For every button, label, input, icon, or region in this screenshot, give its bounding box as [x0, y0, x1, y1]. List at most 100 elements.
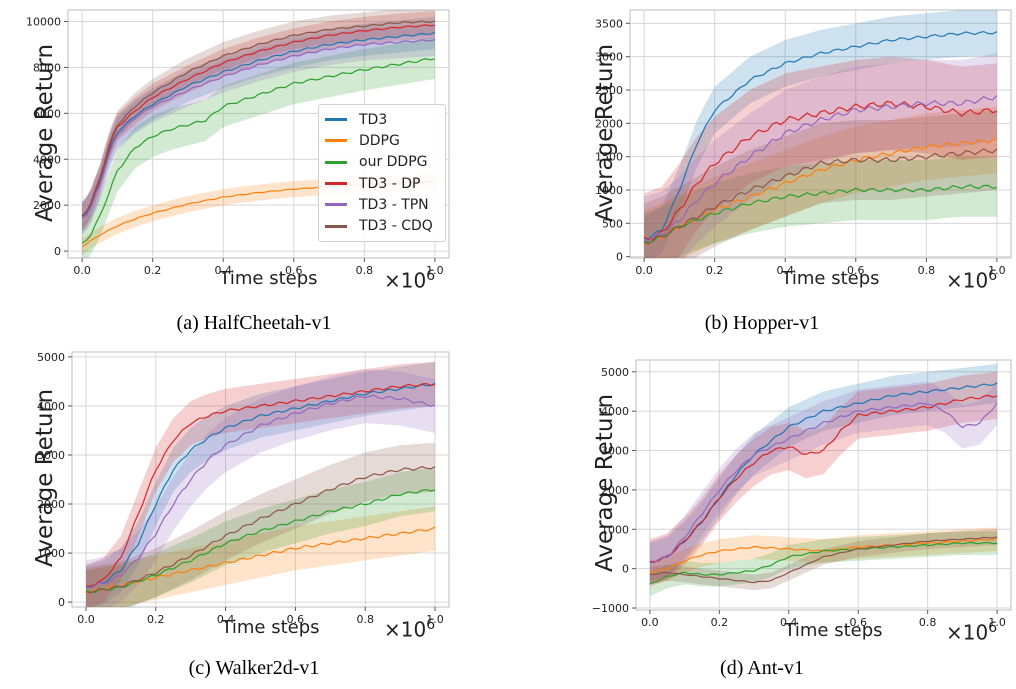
legend-item-td3-cdq: TD3 - CDQ — [325, 215, 437, 236]
legend-label: TD3 - TPN — [359, 196, 429, 213]
x-tick-label: 0.4 — [217, 613, 235, 626]
line-td3 — [85, 382, 436, 589]
x-tick-label: 0.4 — [776, 264, 794, 277]
x-tick-label: 0.8 — [919, 616, 937, 629]
y-tick-label: 2000 — [595, 117, 623, 130]
tick-labels: 0.0 0.2 0.4 0.6 0.8 1.0 0 1000 2000 3000 4000 5000 — [37, 351, 444, 626]
plot-area — [71, 351, 450, 608]
gridlines — [636, 360, 1011, 610]
band-our-ddpg — [644, 156, 997, 258]
legend-item-td3-tpn: TD3 - TPN — [325, 194, 437, 215]
y-tick-label: 2000 — [37, 498, 65, 511]
line-td3 — [643, 30, 998, 241]
legend-label: TD3 - DP — [359, 175, 421, 192]
y-tick-label: −1000 — [592, 602, 629, 615]
y-tick-label: 6000 — [33, 107, 61, 120]
legend-item-our-ddpg: our DDPG — [325, 152, 437, 173]
band-td3-dp — [82, 11, 435, 231]
panel-caption: (c) Walker2d-v1 — [188, 657, 320, 679]
line-td3-dp — [81, 24, 435, 217]
y-tick-label: 0 — [58, 596, 65, 609]
y-tick-label: 1000 — [601, 523, 629, 536]
y-tick-label: 8000 — [33, 61, 61, 74]
x-tick-label: 0.4 — [214, 264, 232, 277]
x-scale-base: ×10 — [384, 268, 427, 293]
band-our-ddpg — [649, 531, 998, 597]
band-ddpg — [644, 106, 997, 258]
x-scale-base: ×10 — [946, 620, 989, 645]
x-tick-label: 0.6 — [849, 616, 867, 629]
line-td3-cdq — [81, 20, 436, 217]
y-tick-label: 4000 — [601, 405, 629, 418]
y-tick-label: 2000 — [33, 199, 61, 212]
y-tick-label: 3000 — [595, 51, 623, 64]
band-td3-tpn — [86, 369, 435, 607]
ant-chart: 0.0 0.2 0.4 0.6 0.8 1.0 −1000 0 1000 2000 3000 4000… — [592, 359, 1012, 629]
x-scale-exponent: 6 — [988, 268, 998, 284]
x-tick-label: 0.6 — [285, 264, 303, 277]
x-axis-label: Time steps — [219, 268, 318, 289]
legend-item-td3: TD3 — [325, 109, 437, 130]
tick-labels: 0.0 0.2 0.4 0.6 0.8 1.0 0 2000 4000 6000 8000 10000 — [26, 15, 444, 277]
series-group — [81, 10, 436, 258]
series-group — [643, 10, 998, 258]
line-our-ddpg — [649, 541, 998, 585]
x-tick-label: 0.4 — [780, 616, 798, 629]
band-td3 — [644, 10, 997, 258]
y-tick-label: 1500 — [595, 151, 623, 164]
x-axis-label: Time steps — [781, 268, 880, 289]
y-tick-label: 4000 — [33, 153, 61, 166]
legend-item-ddpg: DDPG — [325, 130, 437, 151]
legend-swatch — [325, 139, 347, 143]
band-td3-dp — [649, 371, 998, 587]
gridlines — [72, 352, 449, 607]
y-tick-label: 10000 — [26, 15, 61, 28]
walker2d-chart: 0.0 0.2 0.4 0.6 0.8 1.0 0 1000 2000 3000 4000 5000 — [37, 351, 450, 626]
band-td3 — [86, 361, 435, 607]
line-ddpg — [643, 137, 998, 246]
line-td3-tpn — [643, 95, 998, 242]
band-td3-dp — [86, 361, 435, 607]
y-tick-label: 2500 — [595, 84, 623, 97]
x-tick-label: 1.0 — [426, 613, 444, 626]
panel-caption: (a) HalfCheetah-v1 — [176, 312, 332, 334]
x-tick-label: 0.0 — [635, 264, 653, 277]
band-td3-cdq — [82, 10, 435, 231]
line-td3-cdq — [85, 466, 436, 594]
y-tick-label: 3000 — [601, 445, 629, 458]
line-td3 — [81, 31, 436, 217]
x-tick-label: 1.0 — [988, 616, 1006, 629]
legend-swatch — [325, 160, 347, 164]
y-axis-label: Average Return — [32, 43, 58, 223]
x-scale-multiplier: ×106 — [946, 620, 997, 645]
y-tick-label: 1000 — [37, 547, 65, 560]
x-tick-label: 1.0 — [426, 264, 444, 277]
plot-area — [629, 9, 1012, 259]
x-tick-label: 0.6 — [287, 613, 305, 626]
legend-label: TD3 — [359, 111, 388, 128]
band-our-ddpg — [82, 37, 435, 258]
legend-swatch — [325, 224, 347, 228]
y-tick-label: 2000 — [601, 484, 629, 497]
x-tick-label: 0.2 — [147, 613, 165, 626]
legend: TD3 DDPG our DDPG TD3 - DP TD3 - TPN TD3 - CD… — [318, 104, 446, 242]
x-scale-multiplier: ×106 — [384, 617, 435, 642]
x-tick-label: 1.0 — [988, 264, 1006, 277]
x-axis-label: Time steps — [221, 617, 320, 638]
x-tick-label: 0.2 — [706, 264, 724, 277]
line-td3-dp — [649, 394, 998, 563]
legend-label: DDPG — [359, 132, 400, 149]
legend-label: TD3 - CDQ — [359, 218, 433, 235]
y-tick-label: 4000 — [37, 400, 65, 413]
band-our-ddpg — [86, 467, 435, 607]
line-td3-tpn — [649, 402, 998, 564]
line-td3-dp — [643, 100, 998, 240]
band-td3-tpn — [82, 23, 435, 235]
y-tick-label: 3500 — [595, 17, 623, 30]
legend-swatch — [325, 203, 347, 207]
legend-label: our DDPG — [359, 154, 428, 171]
legend-swatch — [325, 182, 347, 186]
y-tick-label: 500 — [602, 217, 623, 230]
y-axis-label: Average Return — [592, 43, 618, 223]
